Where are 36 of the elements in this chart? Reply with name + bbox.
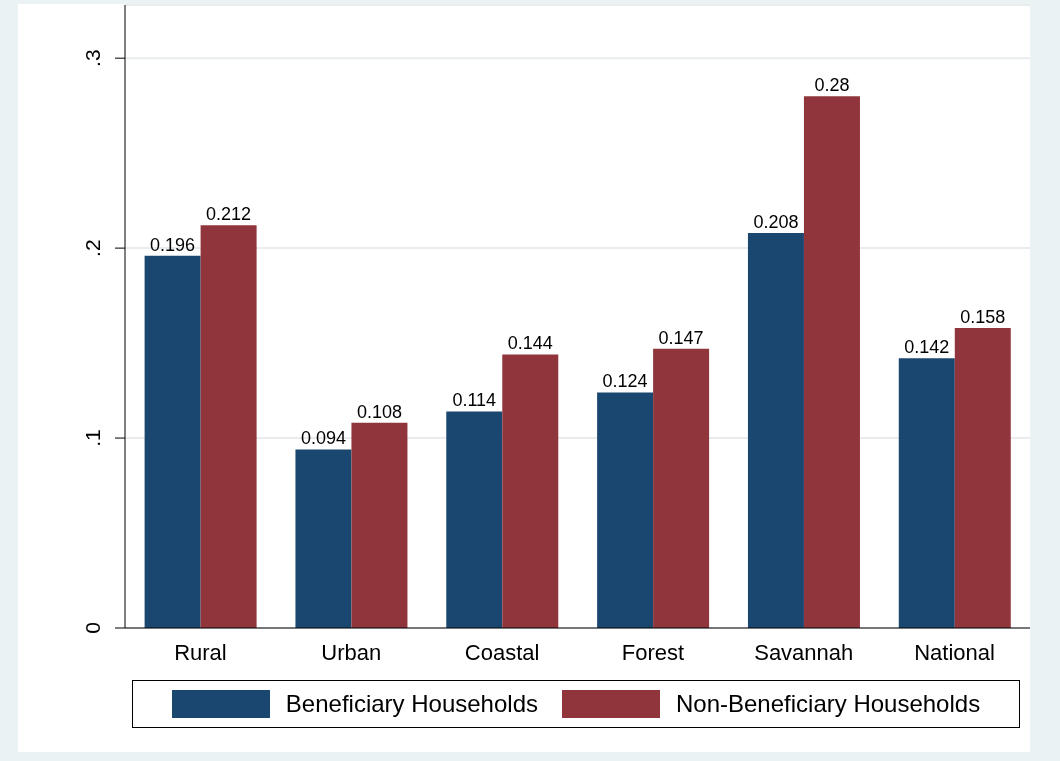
bar <box>446 411 503 628</box>
data-label: 0.196 <box>150 234 196 255</box>
x-tick-label: Savannah <box>754 639 854 665</box>
bar <box>351 422 408 628</box>
data-label: 0.108 <box>356 401 402 422</box>
bar <box>597 392 654 628</box>
bar <box>200 225 257 628</box>
bar <box>653 348 710 628</box>
y-tick-label: 0 <box>81 622 104 634</box>
data-label: 0.212 <box>206 204 252 225</box>
data-label: 0.147 <box>658 327 704 348</box>
bar <box>144 255 201 628</box>
bar <box>747 232 804 628</box>
data-label: 0.144 <box>507 333 553 354</box>
y-tick-label: .2 <box>81 239 104 257</box>
data-label: 0.28 <box>814 75 850 96</box>
y-tick-label: .3 <box>81 49 104 67</box>
legend-label: Non-Beneficiary Households <box>675 690 981 718</box>
data-label: 0.208 <box>753 211 799 232</box>
x-tick-label: Coastal <box>464 639 540 665</box>
bar <box>898 358 955 628</box>
x-tick-label: Forest <box>621 639 685 665</box>
x-tick-label: Rural <box>174 639 227 665</box>
bar <box>954 327 1011 628</box>
bar <box>502 354 559 628</box>
data-label: 0.158 <box>960 306 1006 327</box>
bar <box>295 449 352 628</box>
y-tick-label: .1 <box>81 429 104 447</box>
legend-label: Beneficiary Households <box>285 690 538 718</box>
data-label: 0.142 <box>904 337 950 358</box>
data-label: 0.114 <box>452 390 497 411</box>
data-label: 0.094 <box>300 428 346 449</box>
x-tick-label: Urban <box>321 639 382 665</box>
data-label: 0.124 <box>602 371 648 392</box>
bar <box>803 96 860 628</box>
x-tick-label: National <box>914 639 995 665</box>
